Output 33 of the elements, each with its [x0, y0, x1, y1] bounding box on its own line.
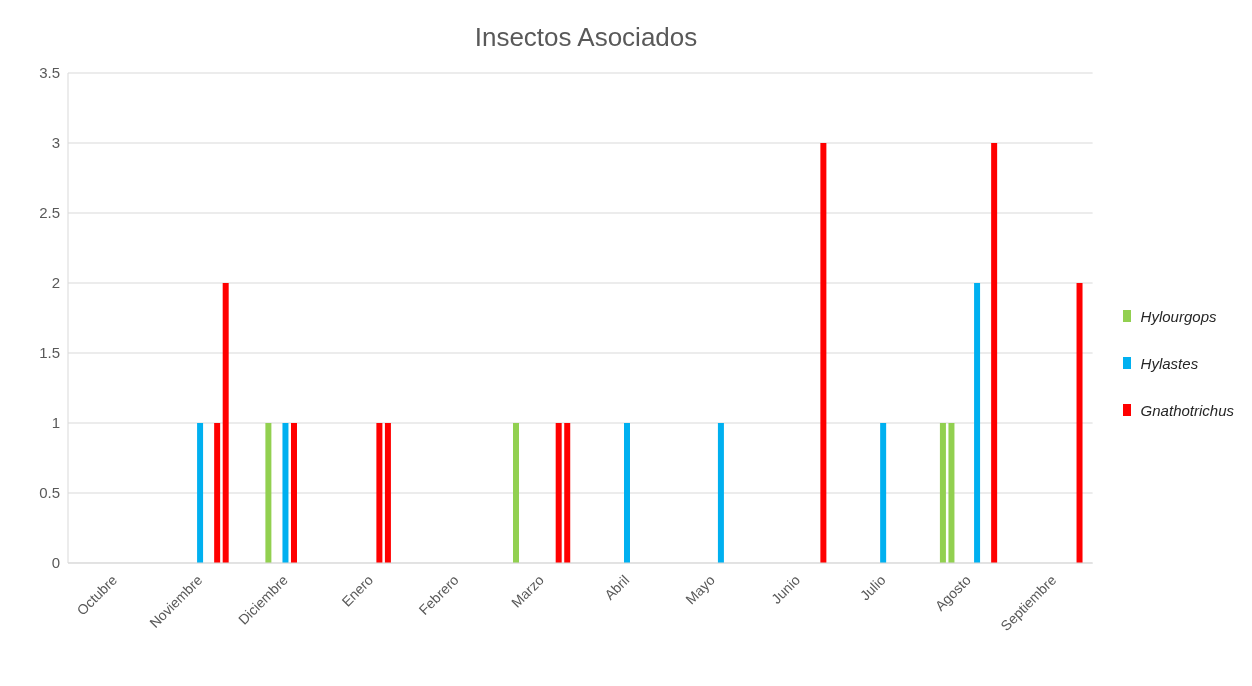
bar — [624, 423, 630, 563]
y-tick-label: 2 — [51, 274, 60, 292]
y-tick-label: 0.5 — [39, 484, 60, 502]
bar — [222, 283, 229, 563]
bar — [1076, 283, 1083, 563]
y-tick-label: 1 — [51, 414, 60, 432]
y-tick-label: 3.5 — [39, 64, 60, 82]
bar — [939, 423, 946, 563]
bar — [513, 423, 519, 563]
bar — [197, 423, 204, 563]
bar — [376, 423, 383, 563]
bar — [555, 423, 562, 563]
bar — [820, 143, 827, 563]
bar — [948, 423, 955, 563]
bar — [717, 423, 724, 563]
chart-title: Insectos Asociados — [473, 22, 699, 53]
y-tick-label: 3 — [51, 134, 60, 152]
bar — [991, 143, 998, 563]
bar — [880, 423, 887, 563]
bar — [282, 423, 289, 563]
bar — [384, 423, 391, 563]
bar — [265, 423, 272, 563]
bar — [564, 423, 571, 563]
y-tick-label: 0 — [51, 554, 60, 572]
legend-label: Gnathotrichus — [1140, 401, 1234, 419]
bar — [291, 423, 297, 563]
legend-label: Hylastes — [1140, 354, 1199, 372]
bar — [974, 283, 981, 563]
y-tick-label: 2.5 — [39, 204, 60, 222]
x-tick-label: Julio — [856, 571, 889, 604]
y-tick-label: 1.5 — [39, 344, 60, 362]
bar — [214, 423, 221, 563]
legend-label: Hylourgops — [1140, 307, 1217, 325]
